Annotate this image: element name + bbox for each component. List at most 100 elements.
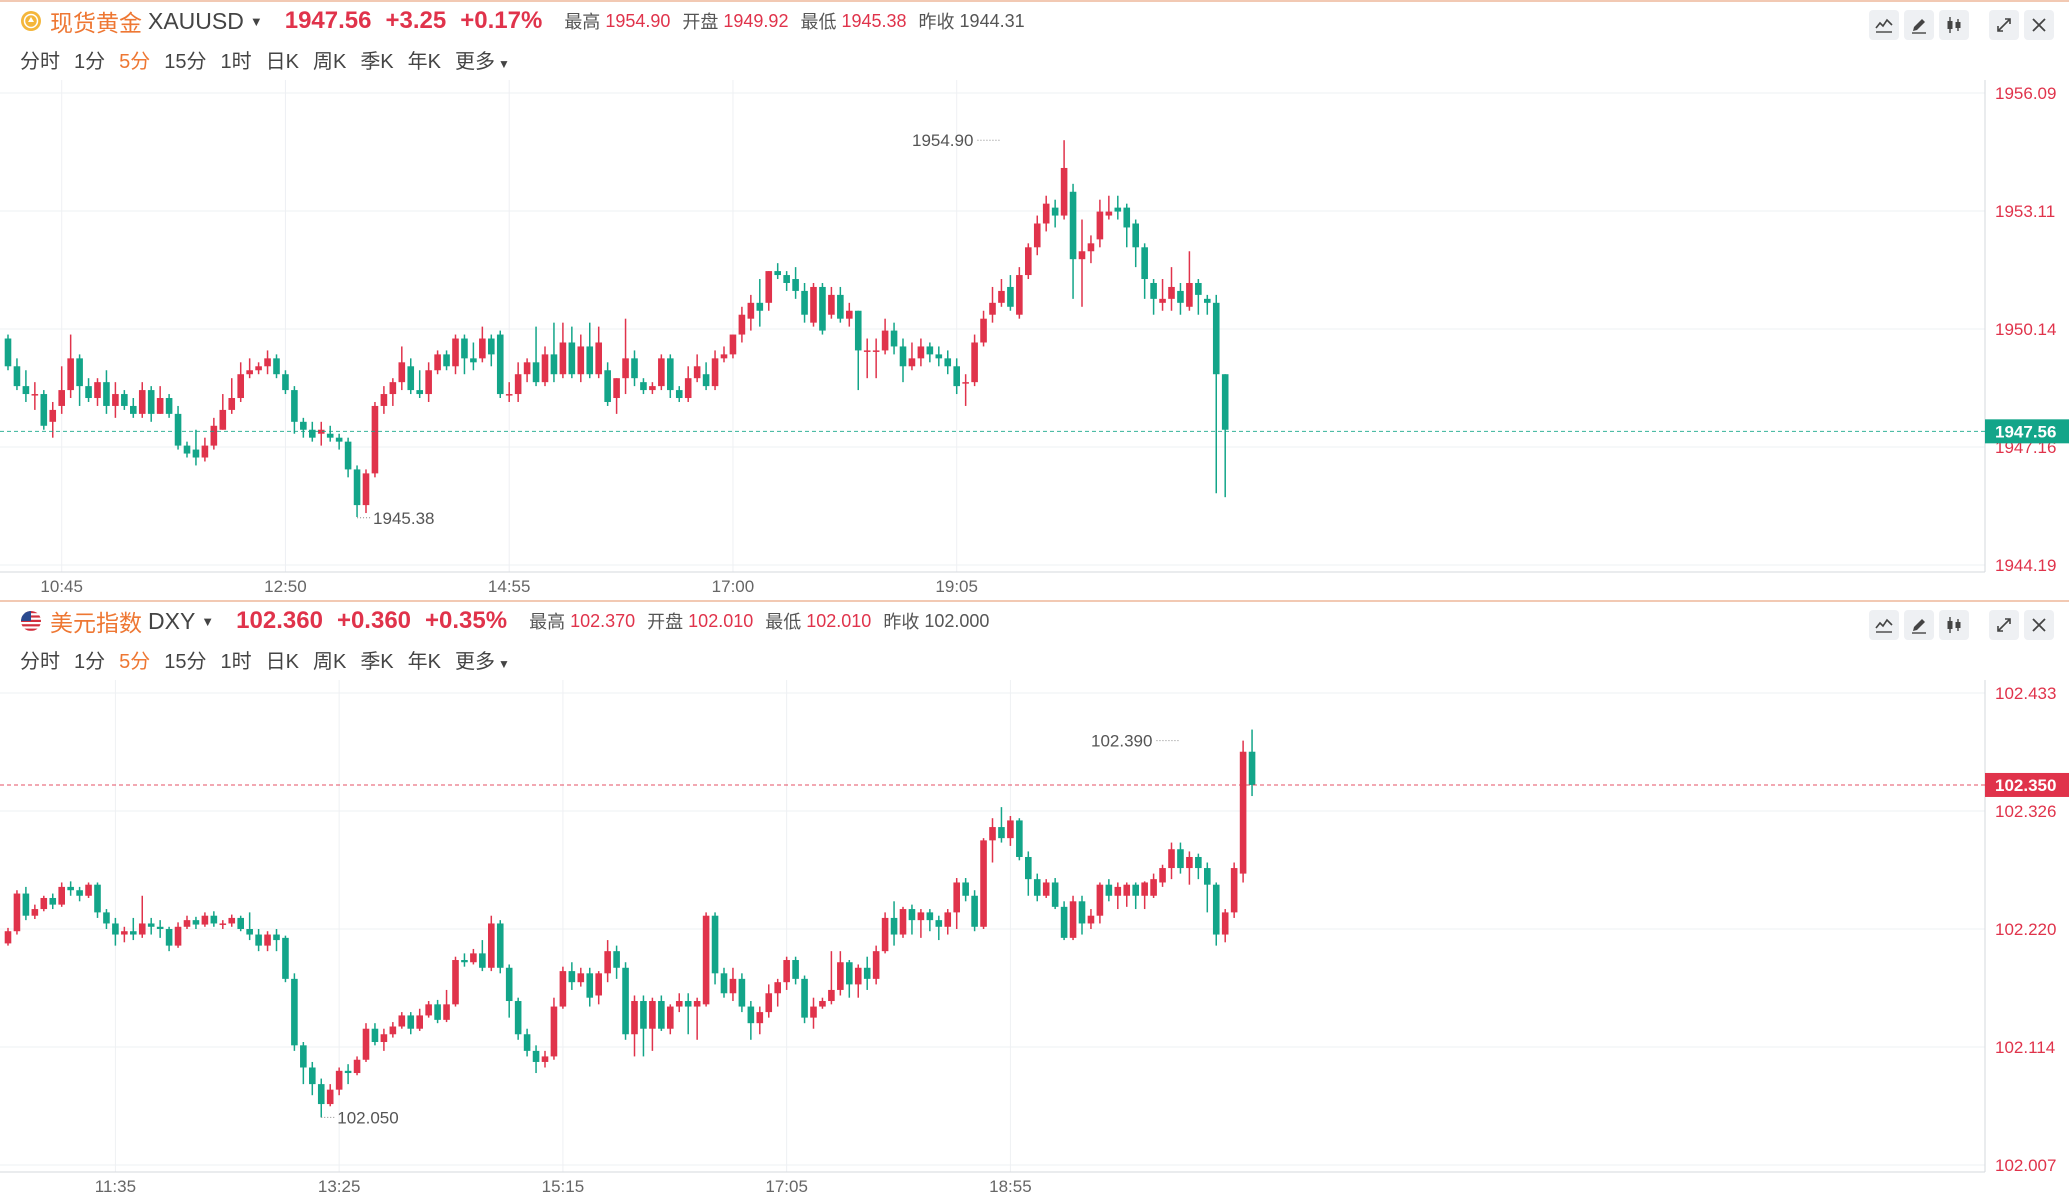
candle-body [1007,820,1014,839]
symbol-name[interactable]: 美元指数 [50,610,142,636]
symbol-code[interactable]: XAUUSD [148,7,244,34]
period-tab[interactable]: 周K [312,650,347,673]
symbol-dropdown-icon[interactable]: ▼ [249,13,263,29]
candle-body [479,953,486,968]
candle-body [1159,868,1166,883]
period-tab[interactable]: 分时 [20,650,60,673]
candle-body [147,390,155,414]
candle-body [1060,167,1068,216]
candle-body [344,1070,352,1074]
symbol-name[interactable]: 现货黄金 [50,10,142,36]
candle-body [1141,247,1148,280]
candle-body [819,286,826,331]
candle-body [863,967,871,979]
close-button[interactable] [2024,10,2054,40]
candle-body [765,271,773,303]
candle-body [138,390,146,414]
period-tab[interactable]: 1分 [74,50,106,73]
candle-body [174,413,182,446]
fullscreen-button[interactable] [1989,610,2019,640]
candle-body [1114,886,1122,896]
period-tab[interactable]: 15分 [164,650,207,673]
candle-body [237,917,244,929]
candle-body [1248,751,1256,785]
candlestick-chart-dxy[interactable]: 102.433 102.326 102.220 102.114 102.007 11:35… [0,680,2069,1200]
draw-button[interactable] [1904,610,1934,640]
candle-body [130,931,137,935]
high-label: 最高 [564,12,601,32]
period-tab[interactable]: 周K [312,50,347,73]
candle-body [1051,882,1059,907]
candle-body [684,1001,692,1007]
candle-body [210,425,218,446]
candle-body [443,354,450,367]
candle-body [1033,223,1041,248]
candle-body [452,338,459,367]
last-price-tag [1985,772,2069,797]
candle-body [837,294,844,319]
candle-body [165,929,173,946]
candle-body [309,429,316,438]
candle-body [872,350,880,352]
candle-body [1025,856,1032,880]
candle-type-button[interactable] [1939,10,1969,40]
candle-body [1159,298,1166,303]
x-tick-label: 10:45 [40,577,83,596]
fullscreen-button[interactable] [1989,10,2019,40]
candle-body [1069,901,1077,938]
candle-body [1239,751,1247,874]
period-tab[interactable]: 1分 [74,650,106,673]
candle-body [1042,882,1050,896]
candle-body [667,358,674,391]
chevron-down-icon: ▼ [498,656,510,671]
period-tab[interactable]: 1时 [220,50,252,73]
candle-body [908,358,916,367]
candle-body [103,912,110,924]
period-tab-active[interactable]: 5分 [119,650,151,673]
period-tab-active[interactable]: 5分 [119,50,151,73]
candle-body [67,886,74,891]
last-price: 102.360 [236,607,323,634]
candle-body [541,354,549,383]
candlestick-chart-xauusd[interactable]: 1956.091953.111950.141947.161944.1910:45… [0,80,2069,600]
more-periods-dropdown[interactable]: 更多 ▼ [455,645,510,674]
candle-body [398,1015,406,1027]
candle-body [49,409,57,422]
candle-body [944,912,952,927]
period-tab[interactable]: 1时 [220,650,252,673]
candle-body [407,1015,415,1029]
indicator-button[interactable] [1869,10,1899,40]
period-tab[interactable]: 年K [407,50,441,73]
candle-body [1150,282,1157,299]
symbol-code[interactable]: DXY [148,607,196,634]
candle-body [568,342,576,375]
x-tick-label: 11:35 [95,1177,136,1196]
period-tab[interactable]: 季K [360,50,394,73]
period-tab[interactable]: 日K [265,50,299,73]
candle-body [756,302,764,311]
period-tab[interactable]: 日K [265,650,299,673]
candle-body [899,346,907,367]
candle-body [13,366,21,387]
more-periods-dropdown[interactable]: 更多 ▼ [455,45,510,74]
period-tab[interactable]: 分时 [20,50,60,73]
us-flag-icon [21,611,41,631]
candle-body [326,433,334,438]
symbol-dropdown-icon[interactable]: ▼ [201,613,215,629]
candle-body [962,382,969,384]
candle-body [389,1026,397,1035]
candle-body [971,895,978,927]
candle-body [908,909,916,921]
indicator-button[interactable] [1869,610,1899,640]
close-button[interactable] [2024,610,2054,640]
candle-body [22,386,30,395]
candle-body [201,915,209,925]
candle-type-button[interactable] [1939,610,1969,640]
candle-body [989,827,996,841]
period-tab[interactable]: 季K [360,650,394,673]
panel-top-border [0,0,2069,2]
draw-button[interactable] [1904,10,1934,40]
period-tab[interactable]: 年K [407,650,441,673]
candle-body [801,290,808,315]
period-tab[interactable]: 15分 [164,50,207,73]
